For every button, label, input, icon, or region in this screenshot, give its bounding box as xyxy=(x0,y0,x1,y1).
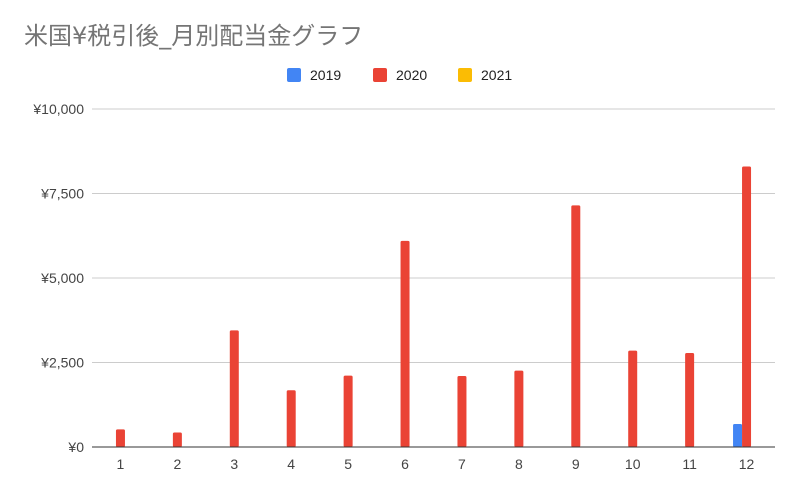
x-tick-label: 6 xyxy=(401,456,409,472)
x-tick-label: 12 xyxy=(739,456,755,472)
legend-item-2021[interactable]: 2021 xyxy=(458,63,512,87)
y-tick-label: ¥10,000 xyxy=(32,101,84,117)
x-tick-label: 10 xyxy=(625,456,641,472)
legend-swatch-2019 xyxy=(287,68,301,82)
bar-2020-9[interactable] xyxy=(571,205,581,447)
bar-2019-12[interactable] xyxy=(733,424,743,447)
bar-2020-10[interactable] xyxy=(628,350,638,447)
y-tick-label: ¥7,500 xyxy=(40,186,84,202)
y-tick-label: ¥2,500 xyxy=(40,355,84,371)
y-tick-label: ¥5,000 xyxy=(40,270,84,286)
x-tick-label: 9 xyxy=(572,456,580,472)
x-axis-ticks: 1 2 3 4 5 6 7 8 9 10 11 12 xyxy=(117,456,755,472)
x-tick-label: 2 xyxy=(173,456,181,472)
legend-item-2019[interactable]: 2019 xyxy=(287,63,341,87)
legend-label-2020: 2020 xyxy=(396,67,428,83)
y-axis-ticks: ¥0 ¥2,500 ¥5,000 ¥7,500 ¥10,000 xyxy=(32,101,84,455)
x-tick-label: 3 xyxy=(230,456,238,472)
bar-2020-7[interactable] xyxy=(457,376,467,447)
x-tick-label: 5 xyxy=(344,456,352,472)
bars xyxy=(115,166,752,447)
bar-2020-3[interactable] xyxy=(229,330,239,447)
gridlines xyxy=(92,108,775,363)
legend-swatch-2021 xyxy=(458,68,472,82)
chart-title: 米国¥税引後_月別配当金グラフ xyxy=(24,22,364,50)
legend-label-2019: 2019 xyxy=(310,67,342,83)
legend-item-2020[interactable]: 2020 xyxy=(373,63,427,87)
bar-2020-11[interactable] xyxy=(685,353,695,447)
bar-2020-4[interactable] xyxy=(286,390,296,447)
bar-2020-5[interactable] xyxy=(343,375,353,447)
x-tick-label: 11 xyxy=(682,456,697,472)
legend: 2019 2020 2021 xyxy=(0,63,800,87)
bar-2020-8[interactable] xyxy=(514,370,524,447)
x-tick-label: 4 xyxy=(287,456,295,472)
bar-2020-2[interactable] xyxy=(172,432,182,447)
bar-2020-12[interactable] xyxy=(742,166,752,447)
bar-2020-1[interactable] xyxy=(115,429,125,447)
x-tick-label: 1 xyxy=(117,456,125,472)
legend-label-2021: 2021 xyxy=(481,67,513,83)
x-tick-label: 7 xyxy=(458,456,466,472)
x-tick-label: 8 xyxy=(515,456,523,472)
y-tick-label: ¥0 xyxy=(67,439,84,455)
legend-swatch-2020 xyxy=(373,68,387,82)
bar-2020-6[interactable] xyxy=(400,240,410,447)
